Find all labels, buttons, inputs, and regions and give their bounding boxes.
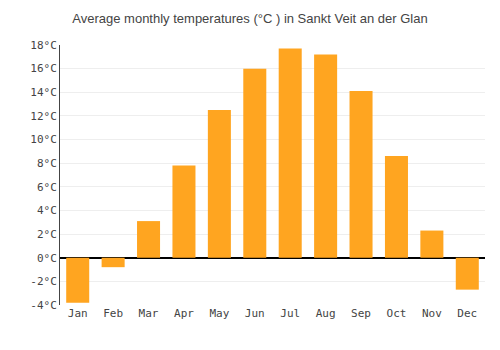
svg-text:16°C: 16°C (30, 62, 57, 75)
svg-text:Mar: Mar (139, 307, 159, 320)
svg-text:Average monthly temperatures (: Average monthly temperatures (°C ) in Sa… (72, 11, 427, 26)
svg-text:Sep: Sep (351, 307, 371, 320)
svg-text:Jan: Jan (68, 307, 88, 320)
svg-text:-2°C: -2°C (30, 275, 57, 288)
svg-text:Aug: Aug (316, 307, 336, 320)
svg-text:8°C: 8°C (37, 157, 57, 170)
svg-text:12°C: 12°C (30, 110, 57, 123)
svg-text:6°C: 6°C (37, 181, 57, 194)
svg-text:14°C: 14°C (30, 86, 57, 99)
svg-text:-4°C: -4°C (30, 299, 57, 312)
svg-text:Dec: Dec (457, 307, 477, 320)
svg-text:Nov: Nov (422, 307, 442, 320)
svg-text:Oct: Oct (387, 307, 407, 320)
svg-text:0°C: 0°C (37, 252, 57, 265)
svg-text:2°C: 2°C (37, 228, 57, 241)
svg-text:Jun: Jun (245, 307, 265, 320)
svg-text:Apr: Apr (174, 307, 194, 320)
svg-text:May: May (209, 307, 229, 320)
svg-text:Jul: Jul (280, 307, 300, 320)
svg-text:10°C: 10°C (30, 133, 57, 146)
svg-text:Feb: Feb (103, 307, 123, 320)
svg-text:4°C: 4°C (37, 204, 57, 217)
svg-text:18°C: 18°C (30, 39, 57, 52)
